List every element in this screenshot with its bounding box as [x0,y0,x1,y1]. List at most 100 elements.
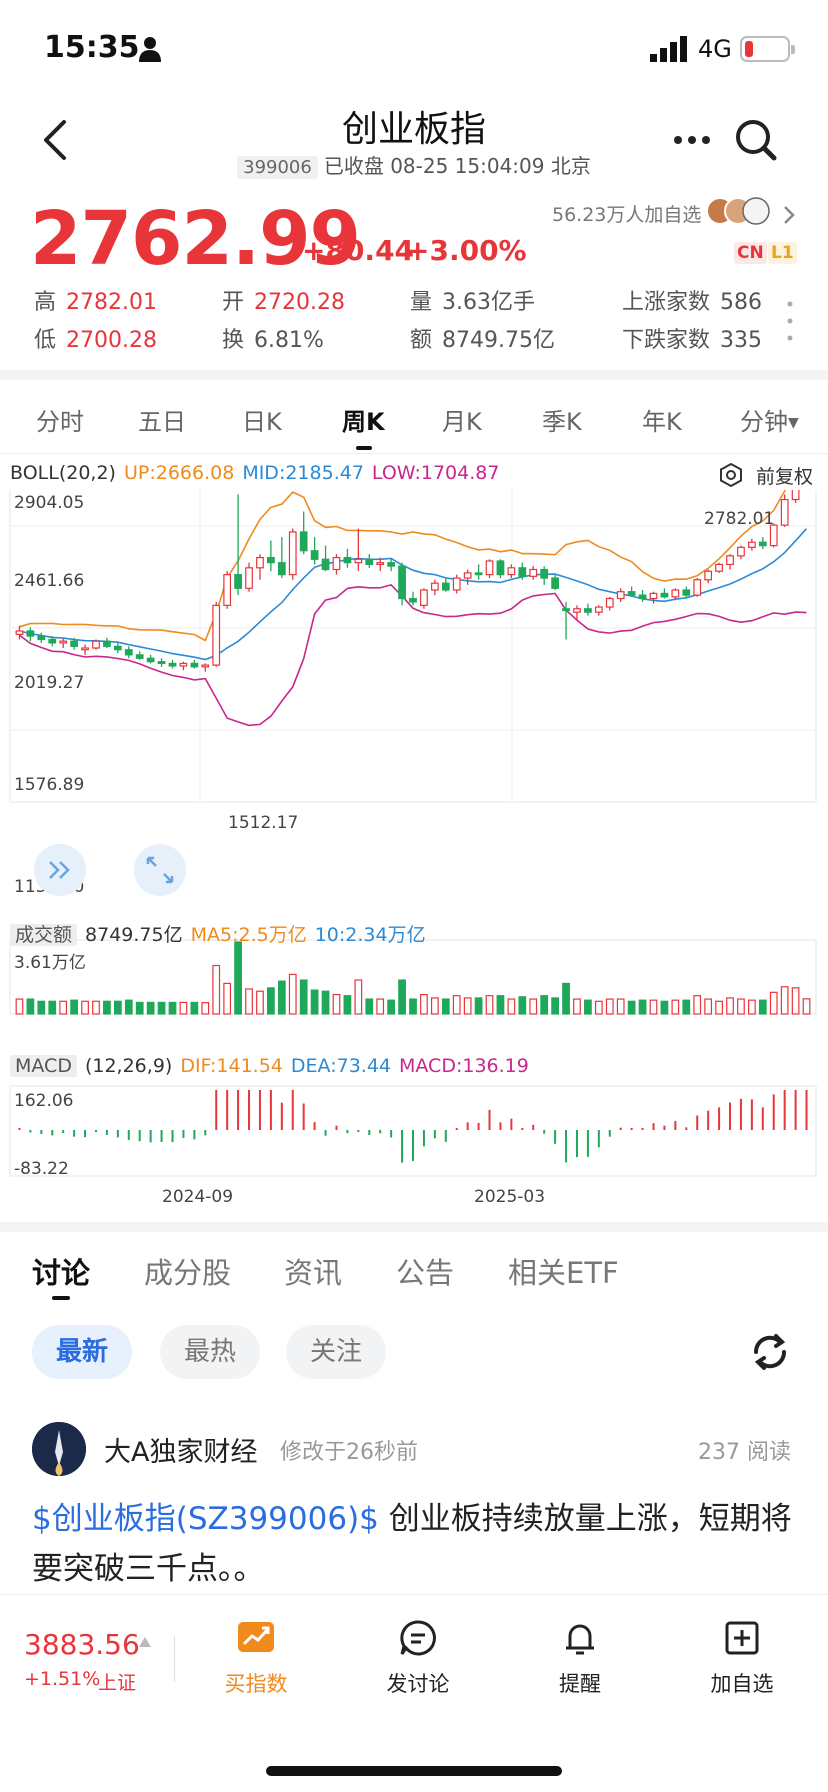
macd-value: MACD:136.19 [399,1055,529,1077]
settings-hex-icon[interactable] [718,462,744,488]
volume-bar [780,986,789,1015]
y-label-3: 1576.89 [14,775,84,795]
candle-body [737,546,745,557]
code-badge: 399006 [237,156,318,179]
volume-bar [584,999,592,1015]
tab-constituents[interactable]: 成分股 [144,1256,232,1290]
post-time: 修改于26秒前 [280,1440,418,1465]
watchers-count[interactable]: 56.23万人加自选 [552,204,702,226]
volume-bar [81,1000,89,1015]
candle-body [299,531,308,552]
boll-legend[interactable]: BOLL(20,2) UP:2666.08 MID:2185.47 LOW:1704.… [10,462,507,484]
tab-5day[interactable]: 五日 [138,408,186,436]
candle-body [190,662,199,668]
post-author[interactable]: 大A独家财经 [104,1437,258,1468]
candle-body [332,556,341,571]
macd-dea: DEA:73.44 [290,1055,391,1077]
volume-bar [726,997,734,1015]
candle-body [638,594,647,600]
volume-bar [256,990,264,1015]
volume-bar [365,998,374,1015]
cn-badge: CN [734,242,767,264]
post-body[interactable]: $创业板指(SZ399006)$ 创业板持续放量上涨，短期将要突破三千点。。 [32,1494,792,1594]
volume-bar [70,999,79,1015]
stat-high: 高 2782.01 [34,290,157,315]
low-annotation: 1512.17 [228,813,298,833]
follower-avatars-icon[interactable] [706,196,772,226]
candle-body [135,654,144,659]
volume-bar [605,998,614,1015]
volume-value: 8749.75亿 [85,924,183,946]
fullscreen-icon[interactable] [134,844,186,896]
volume-bar [124,999,133,1015]
alert-button[interactable]: 提醒 [520,1618,640,1698]
candle-body [791,490,800,501]
back-icon[interactable] [38,118,74,162]
tab-related-etf[interactable]: 相关ETF [508,1256,619,1290]
candles [15,490,800,672]
macd-tag: MACD [10,1055,77,1077]
kebab-icon[interactable] [786,300,794,342]
stock-tag-link[interactable]: $创业板指(SZ399006)$ [32,1501,379,1537]
post-discussion-button[interactable]: 发讨论 [358,1618,478,1698]
search-icon[interactable] [734,118,778,162]
macd-legend[interactable]: MACD (12,26,9) DIF:141.54 DEA:73.44 MACD:136… [10,1055,529,1077]
tab-quarterly[interactable]: 季K [542,408,582,436]
candle-body [321,558,330,571]
tab-intraday[interactable]: 分时 [36,408,84,436]
axis-labels: 2904.05 2461.66 2019.27 1576.89 1134.50 … [14,493,774,1207]
tab-weekly[interactable]: 周K [342,408,385,436]
tab-news[interactable]: 资讯 [284,1256,343,1290]
tab-daily[interactable]: 日K [242,408,282,436]
kline-chart[interactable]: 2904.05 2461.66 2019.27 1576.89 1134.50 … [0,490,828,1210]
volume-bar [288,973,297,1015]
add-watchlist-button[interactable]: 加自选 [682,1618,802,1698]
tab-discussion[interactable]: 讨论 [32,1256,91,1290]
more-icon[interactable] [672,134,712,146]
expand-right-icon[interactable] [34,844,86,896]
stat-open: 开 2720.28 [222,290,345,315]
candle-body [671,589,680,598]
status-time: 15:35 [44,30,140,65]
candle-body [616,591,625,600]
tab-yearly[interactable]: 年K [642,408,682,436]
candle-body [649,592,658,600]
post-reads: 237 阅读 [698,1440,791,1465]
tab-monthly[interactable]: 月K [442,408,482,436]
y-label-1: 2461.66 [14,571,84,591]
boll-low: LOW:1704.87 [371,462,500,484]
chevron-right-icon[interactable] [782,204,796,226]
candle-body [704,570,713,581]
candle-body [551,577,559,589]
macd-panel-frame [9,1085,817,1177]
avatar[interactable] [32,1422,86,1476]
buy-index-button[interactable]: 买指数 [196,1618,316,1698]
volume-bar [671,999,680,1015]
filter-following[interactable]: 关注 [286,1325,387,1379]
volume-bar [332,993,341,1015]
volume-bar [540,995,549,1015]
market-status: 已收盘 08-25 15:04:09 北京 [323,154,591,178]
volume-bar [649,999,658,1015]
volume-bar [299,979,308,1015]
adjust-mode[interactable]: 前复权 [756,466,814,488]
index-price[interactable]: 3883.56 [24,1628,140,1661]
candle-body [780,498,789,526]
refresh-icon[interactable] [748,1330,792,1374]
candle-body [409,597,417,603]
chart-trend-icon [238,1622,274,1652]
filter-latest[interactable]: 最新 [32,1325,133,1379]
volume-legend[interactable]: 成交额 8749.75亿 MA5:2.5万亿 10:2.34万亿 [10,920,426,947]
candle-body [245,567,253,589]
volume-bar [201,1002,210,1015]
candle-body [223,574,232,606]
candle-body [70,640,79,647]
candle-body [758,541,767,547]
volume-bar [791,987,800,1015]
filter-hot[interactable]: 最热 [160,1325,261,1379]
tab-minute[interactable]: 分钟▼ [740,408,799,436]
volume-bar [48,1000,57,1015]
tab-announcements[interactable]: 公告 [396,1256,455,1290]
price-change: +80.44 [302,234,415,267]
volume-bar [496,995,505,1015]
